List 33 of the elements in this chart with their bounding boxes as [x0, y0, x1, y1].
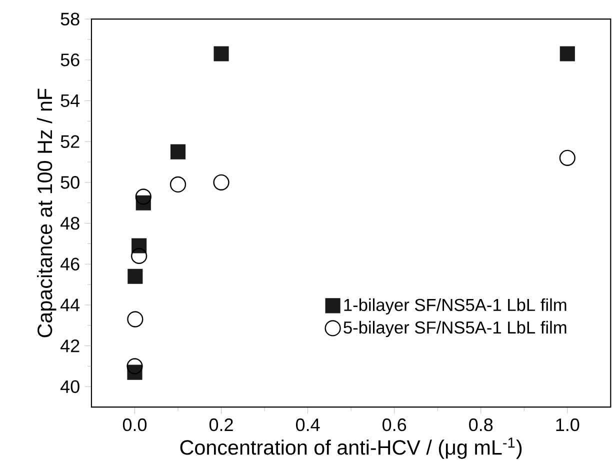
y-tick-label: 50	[60, 176, 80, 189]
point	[132, 238, 147, 254]
x-tick-label: 0.2	[209, 418, 233, 432]
legend-label: 5-bilayer SF/NS5A-1 LbL film	[344, 320, 566, 338]
point	[559, 150, 576, 166]
y-tick-label: 48	[60, 216, 80, 230]
y-tick-label: 42	[60, 340, 80, 352]
x-tick-label: 0.4	[296, 418, 320, 432]
x-tick-label: 0.6	[382, 418, 406, 432]
y-axis-title: Capacitance at 100 Hz / nF	[36, 88, 56, 338]
point	[560, 46, 575, 62]
point	[128, 268, 143, 284]
point	[131, 248, 148, 264]
y-tick-label: 58	[60, 12, 80, 26]
y-tick-label: 54	[60, 94, 80, 108]
legend-label: 1-bilayer SF/NS5A-1 LbL film	[344, 298, 566, 315]
x-tick-label: 1.0	[556, 418, 580, 432]
y-tick-label: 56	[60, 54, 80, 66]
point	[170, 144, 186, 160]
x-tick-label: 0.0	[122, 418, 147, 432]
point	[170, 176, 186, 193]
point	[213, 174, 230, 190]
y-tick-label: 40	[60, 380, 80, 393]
x-tick-label: 0.8	[469, 418, 493, 432]
point	[126, 358, 143, 374]
x-axis-title: Concentration of anti-HCV / (μg mL$^{-1}$)	[180, 438, 522, 459]
y-tick-label: 52	[60, 135, 80, 148]
point	[135, 188, 152, 205]
point	[127, 364, 142, 380]
point	[214, 46, 229, 62]
point	[127, 311, 144, 328]
y-tick-label: 44	[60, 298, 80, 312]
y-tick-label: 46	[60, 258, 80, 270]
